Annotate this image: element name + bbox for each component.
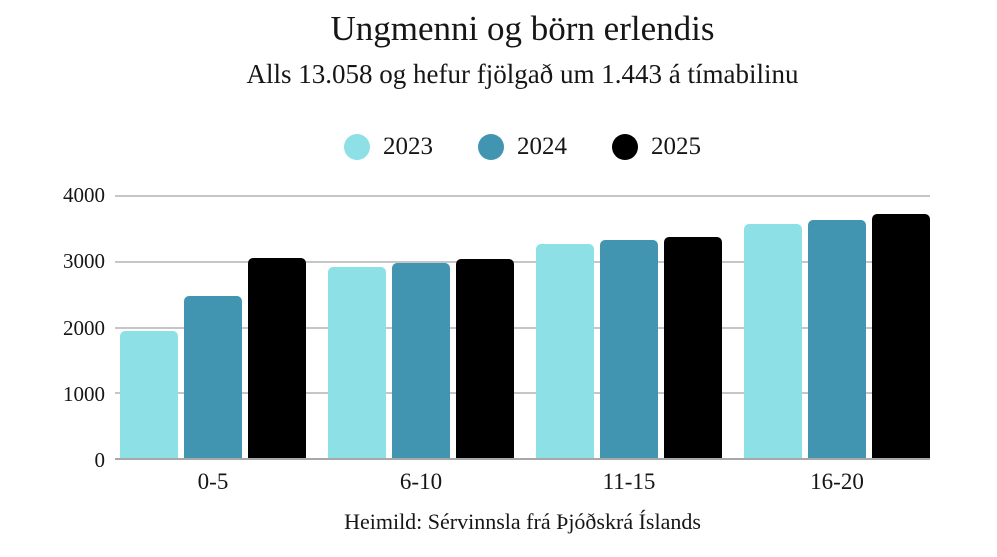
legend-swatch-2025-icon (612, 134, 638, 160)
bar-group-11-15 (536, 236, 722, 458)
legend-item-2025: 2025 (612, 132, 701, 162)
legend-label-2024: 2024 (517, 133, 567, 160)
y-tick-label-3000: 3000 (63, 249, 105, 273)
legend-label-2025: 2025 (651, 133, 701, 160)
x-axis-label-6-10: 6-10 (399, 469, 443, 494)
x-axis-label-0-5: 0-5 (197, 469, 229, 494)
legend-item-2024: 2024 (478, 132, 567, 162)
bar-2024-6-10 (392, 262, 450, 458)
bar-group-16-20 (744, 214, 930, 458)
bar-2025-0-5 (248, 257, 306, 458)
x-axis-labels: 0-5 6-10 11-15 16-20 (120, 468, 930, 496)
bar-2025-16-20 (872, 214, 930, 458)
bar-group-6-10 (328, 259, 514, 458)
bar-group-0-5 (120, 257, 306, 458)
bar-2024-0-5 (184, 295, 242, 458)
plot-area (115, 195, 930, 460)
x-axis-label-11-15: 11-15 (602, 469, 656, 494)
y-tick-label-0: 0 (94, 448, 106, 472)
chart-subtitle: Alls 13.058 og hefur fjölgað um 1.443 á … (246, 59, 799, 89)
gridline-4000 (115, 195, 930, 197)
gridline-1000 (115, 392, 930, 395)
legend-item-2023: 2023 (344, 132, 433, 162)
y-tick-label-2000: 2000 (63, 316, 105, 340)
legend-swatch-2023-icon (344, 134, 370, 160)
chart-title: Ungmenni og börn erlendis (330, 9, 715, 48)
bars-container (120, 195, 930, 458)
bar-2023-0-5 (120, 330, 178, 458)
source-note: Heimild: Sérvinnsla frá Þjóðskrá Íslands (344, 509, 701, 534)
y-tick-label-1000: 1000 (63, 382, 105, 406)
y-tick-label-4000: 4000 (63, 183, 105, 207)
gridline-2000 (115, 326, 930, 329)
bar-2024-11-15 (600, 240, 658, 458)
bar-2024-16-20 (808, 220, 866, 458)
legend-label-2023: 2023 (383, 133, 433, 160)
bar-2023-16-20 (744, 223, 802, 458)
legend-swatch-2024-icon (478, 134, 504, 160)
bar-2025-6-10 (456, 259, 514, 458)
legend: 2023 2024 2025 (115, 132, 930, 162)
bar-2023-11-15 (536, 244, 594, 458)
bar-2025-11-15 (664, 236, 722, 458)
bar-2023-6-10 (328, 267, 386, 458)
x-axis-label-16-20: 16-20 (810, 469, 864, 494)
gridline-3000 (115, 260, 930, 263)
